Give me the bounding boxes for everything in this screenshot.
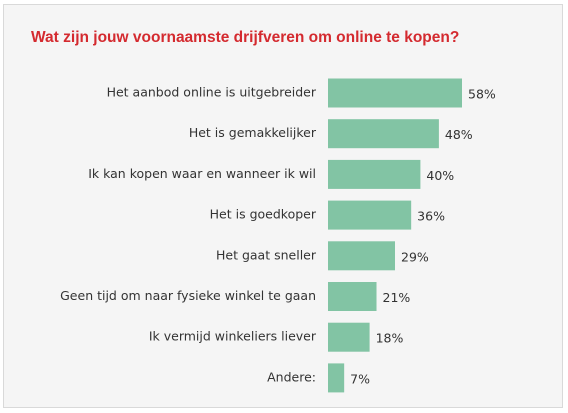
value-label: 40% [426, 168, 454, 183]
bar [328, 322, 370, 352]
value-label: 29% [401, 249, 429, 264]
bar [328, 78, 462, 108]
chart-title: Wat zijn jouw voornaamste drijfveren om … [31, 29, 460, 46]
bar [328, 159, 421, 189]
category-label: Het aanbod online is uitgebreider [107, 85, 317, 100]
value-label: 7% [350, 371, 370, 386]
bar [328, 119, 439, 149]
chart-card [3, 4, 563, 408]
value-label: 48% [445, 127, 473, 142]
value-label: 58% [468, 87, 496, 102]
category-label: Ik kan kopen waar en wanneer ik wil [88, 166, 316, 181]
category-label: Het gaat sneller [216, 247, 317, 262]
category-label: Andere: [267, 369, 316, 384]
category-label: Geen tijd om naar fysieke winkel te gaan [60, 288, 316, 303]
category-label: Ik vermijd winkeliers liever [149, 329, 317, 344]
bar [328, 363, 345, 393]
value-label: 21% [383, 290, 411, 305]
bar [328, 282, 377, 311]
category-label: Het is gemakkelijker [189, 125, 317, 140]
value-label: 36% [417, 209, 445, 224]
bar [328, 200, 412, 230]
bar [328, 241, 395, 271]
value-label: 18% [376, 331, 404, 346]
category-label: Het is goedkoper [210, 207, 317, 222]
